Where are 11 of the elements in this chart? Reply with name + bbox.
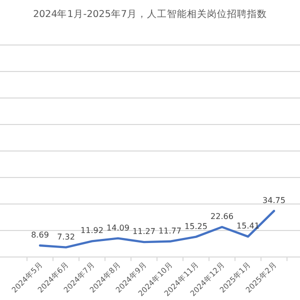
data-label: 8.69 [31,230,49,240]
data-label: 15.41 [236,222,260,231]
data-label: 11.77 [158,226,182,236]
data-label: 11.27 [132,227,156,236]
data-label: 15.25 [184,222,208,231]
data-label: 34.75 [262,196,286,205]
data-label: 22.66 [210,212,234,221]
data-label: 11.92 [80,226,104,236]
data-label: 7.32 [57,232,75,242]
data-label: 14.09 [106,223,130,232]
title: 2024年1月-2025年7月，人工智能相关岗位招聘指数 [33,9,267,20]
